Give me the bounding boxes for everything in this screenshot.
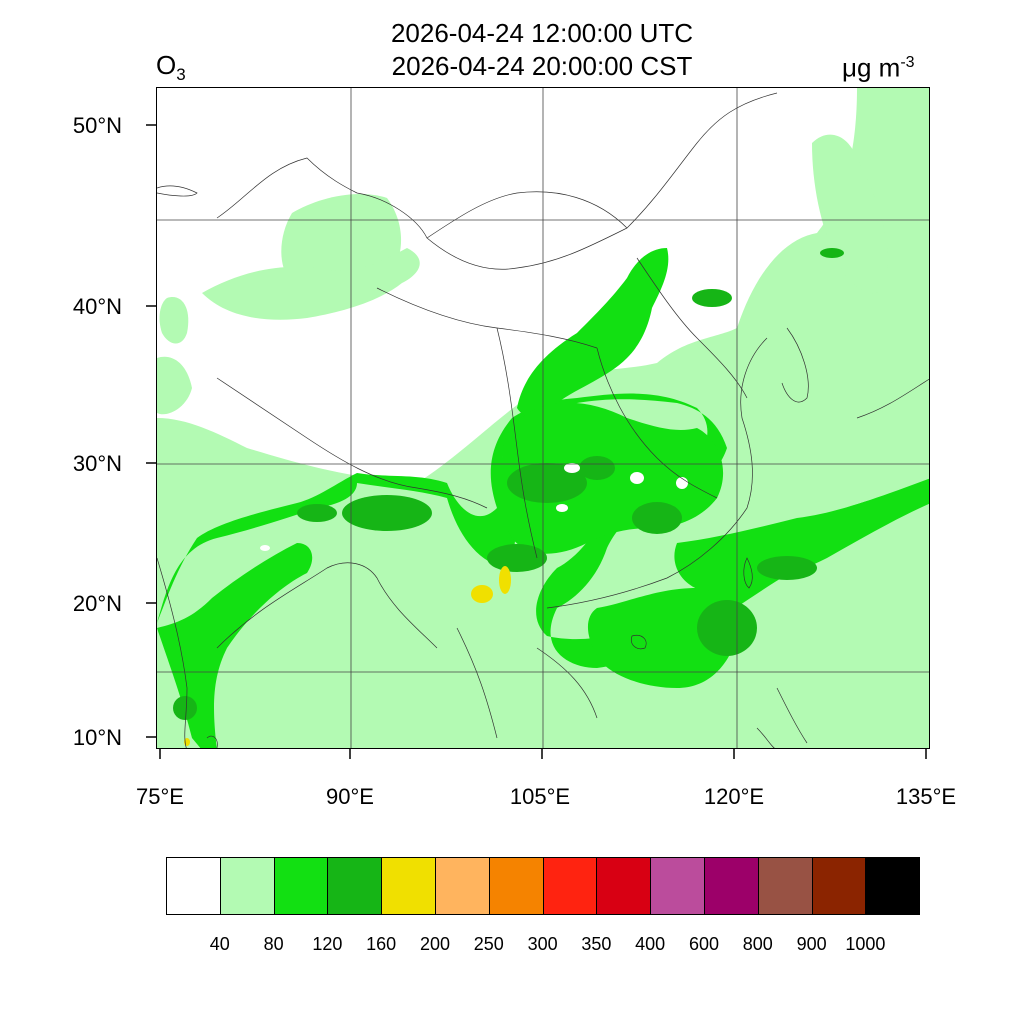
colorbar-swatch	[865, 857, 921, 915]
species-main: O	[156, 50, 177, 80]
white-hole-4	[556, 504, 568, 512]
lat-label-40: 40°N	[72, 294, 122, 319]
colorbar-swatch	[596, 857, 652, 915]
colorbar-swatch	[381, 857, 436, 915]
border-japan	[856, 378, 929, 419]
light-region-west-edge	[157, 356, 192, 415]
colorbar-label: 300	[527, 934, 558, 954]
border-provinces-3	[596, 347, 718, 499]
border-kazakh-lake	[157, 185, 198, 197]
dark-patch-nepal	[297, 504, 337, 522]
dark-patch-myanmar	[487, 544, 547, 572]
colorbar-label: 350	[581, 934, 612, 954]
colorbar-swatch	[219, 857, 275, 915]
white-hole-2	[630, 472, 644, 484]
lat-label-10: 10°N	[72, 725, 122, 750]
white-hole-3	[676, 477, 688, 489]
colorbar-swatch	[757, 857, 813, 915]
colorbar-label: 800	[742, 934, 773, 954]
border-sri-lanka	[206, 735, 218, 748]
border-indochina	[456, 627, 598, 739]
country-borders	[157, 92, 929, 748]
lat-label-50: 50°N	[72, 113, 122, 138]
map-gridlines	[157, 88, 929, 748]
border-mongolia	[426, 191, 628, 239]
colorbar-label: 1000	[845, 934, 886, 954]
dark-patch-hubei	[632, 502, 682, 534]
colorbar-swatch	[166, 857, 221, 915]
border-china-west	[216, 92, 778, 270]
colorbar-label: 400	[635, 934, 666, 954]
lon-label-120: 120°E	[703, 784, 765, 809]
colorbar-swatch	[488, 857, 544, 915]
unit-sup: -3	[900, 54, 915, 71]
colorbar-swatch	[327, 857, 383, 915]
ozone-band-120-160	[173, 248, 844, 720]
colorbar-label: 600	[688, 934, 720, 954]
ozone-band-160-200	[184, 566, 511, 746]
yellow-spot-2	[499, 566, 511, 594]
lat-label-20: 20°N	[72, 591, 122, 616]
white-hole-5	[260, 545, 270, 551]
light-region-nw-patch	[159, 297, 189, 344]
border-provinces-1	[376, 287, 598, 349]
dark-patch-south-sea	[697, 600, 757, 656]
green-main-band	[157, 393, 929, 668]
dark-patch-india-tip	[173, 696, 197, 720]
colorbar	[166, 857, 921, 917]
colorbar-label: 80	[263, 934, 284, 954]
colorbar-label: 900	[796, 934, 827, 954]
map-panel	[156, 87, 930, 749]
green-south-band	[157, 543, 313, 748]
border-india-coast	[157, 557, 188, 748]
unit-main: μg m	[842, 52, 901, 83]
dark-patch-sichuan	[507, 463, 587, 503]
lon-label-135: 135°E	[895, 784, 957, 809]
green-east-band	[674, 478, 929, 593]
lon-label-75: 75°E	[136, 784, 184, 809]
border-philippines	[756, 687, 808, 748]
light-region-northeast	[812, 134, 888, 294]
colorbar-swatch	[542, 857, 598, 915]
lon-label-90: 90°E	[326, 784, 374, 809]
colorbar-label: 160	[366, 934, 397, 954]
white-hole-1	[564, 463, 580, 473]
dark-patch-beijing	[692, 289, 732, 307]
border-bay-of-bengal	[216, 562, 438, 649]
colorbar-swatch	[273, 857, 329, 915]
colorbar-label: 40	[209, 934, 230, 954]
dark-patch-northeast	[820, 248, 844, 258]
species-sub: 3	[176, 65, 186, 85]
border-hainan	[631, 634, 647, 650]
ozone-low-holes	[260, 463, 688, 551]
yellow-spot-1	[471, 585, 493, 603]
dark-patch-tibet-south	[342, 495, 432, 531]
species-label: O3	[156, 50, 186, 90]
colorbar-swatch	[650, 857, 705, 915]
colorbar-swatch	[435, 857, 490, 915]
dark-patch-east-china	[757, 556, 817, 580]
green-north-china	[517, 248, 669, 418]
lat-label-30: 30°N	[72, 451, 122, 476]
colorbar-label: 250	[473, 934, 504, 954]
border-china-south-coast	[546, 337, 768, 609]
border-taiwan	[743, 557, 753, 589]
unit-label: μg m-3	[842, 48, 915, 83]
title-cst: 2026-04-24 20:00:00 CST	[391, 51, 693, 81]
colorbar-label: 200	[419, 934, 451, 954]
lon-label-105: 105°E	[509, 784, 571, 809]
dark-patch-central	[579, 456, 615, 480]
ozone-concentration-map	[157, 88, 929, 748]
title-utc: 2026-04-24 12:00:00 UTC	[390, 18, 694, 48]
border-provinces-2	[496, 327, 538, 559]
light-region-north	[202, 248, 420, 320]
colorbar-label: 120	[312, 934, 343, 954]
colorbar-swatch	[704, 857, 759, 915]
border-provinces-4	[636, 257, 748, 399]
border-korea	[781, 327, 809, 403]
colorbar-swatch	[811, 857, 867, 915]
